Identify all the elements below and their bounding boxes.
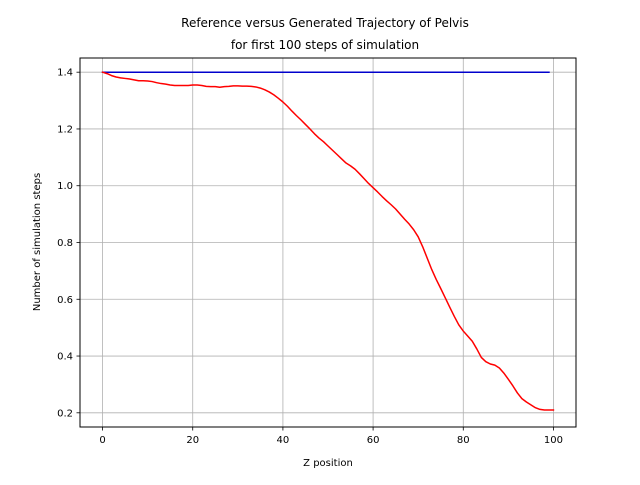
grid-lines [80,58,576,427]
generated-trajectory-line [101,71,555,411]
y-tick-label: 0.4 [57,352,73,363]
x-tick-label: 0 [99,435,105,446]
plot-series [101,71,555,411]
axis-ticks: 0 20 40 60 80 100 0.2 0.4 0.6 0.8 1.0 1.2 1.4 [57,68,563,446]
x-tick-label: 100 [544,435,563,446]
y-axis-label: Number of simulation steps [32,173,43,311]
y-tick-label: 1.2 [57,124,73,135]
y-tick-label: 1.4 [57,68,73,79]
y-tick-label: 0.8 [57,238,73,249]
x-tick-label: 40 [277,435,290,446]
x-tick-label: 80 [457,435,470,446]
x-axis-label: Z position [303,458,353,469]
x-tick-label: 20 [186,435,199,446]
y-tick-label: 0.2 [57,408,73,419]
y-tick-label: 1.0 [57,181,73,192]
chart-title-line-2: for first 100 steps of simulation [231,38,419,52]
chart-title-line-1: Reference versus Generated Trajectory of… [181,16,469,30]
y-tick-label: 0.6 [57,295,73,306]
x-tick-label: 60 [367,435,380,446]
